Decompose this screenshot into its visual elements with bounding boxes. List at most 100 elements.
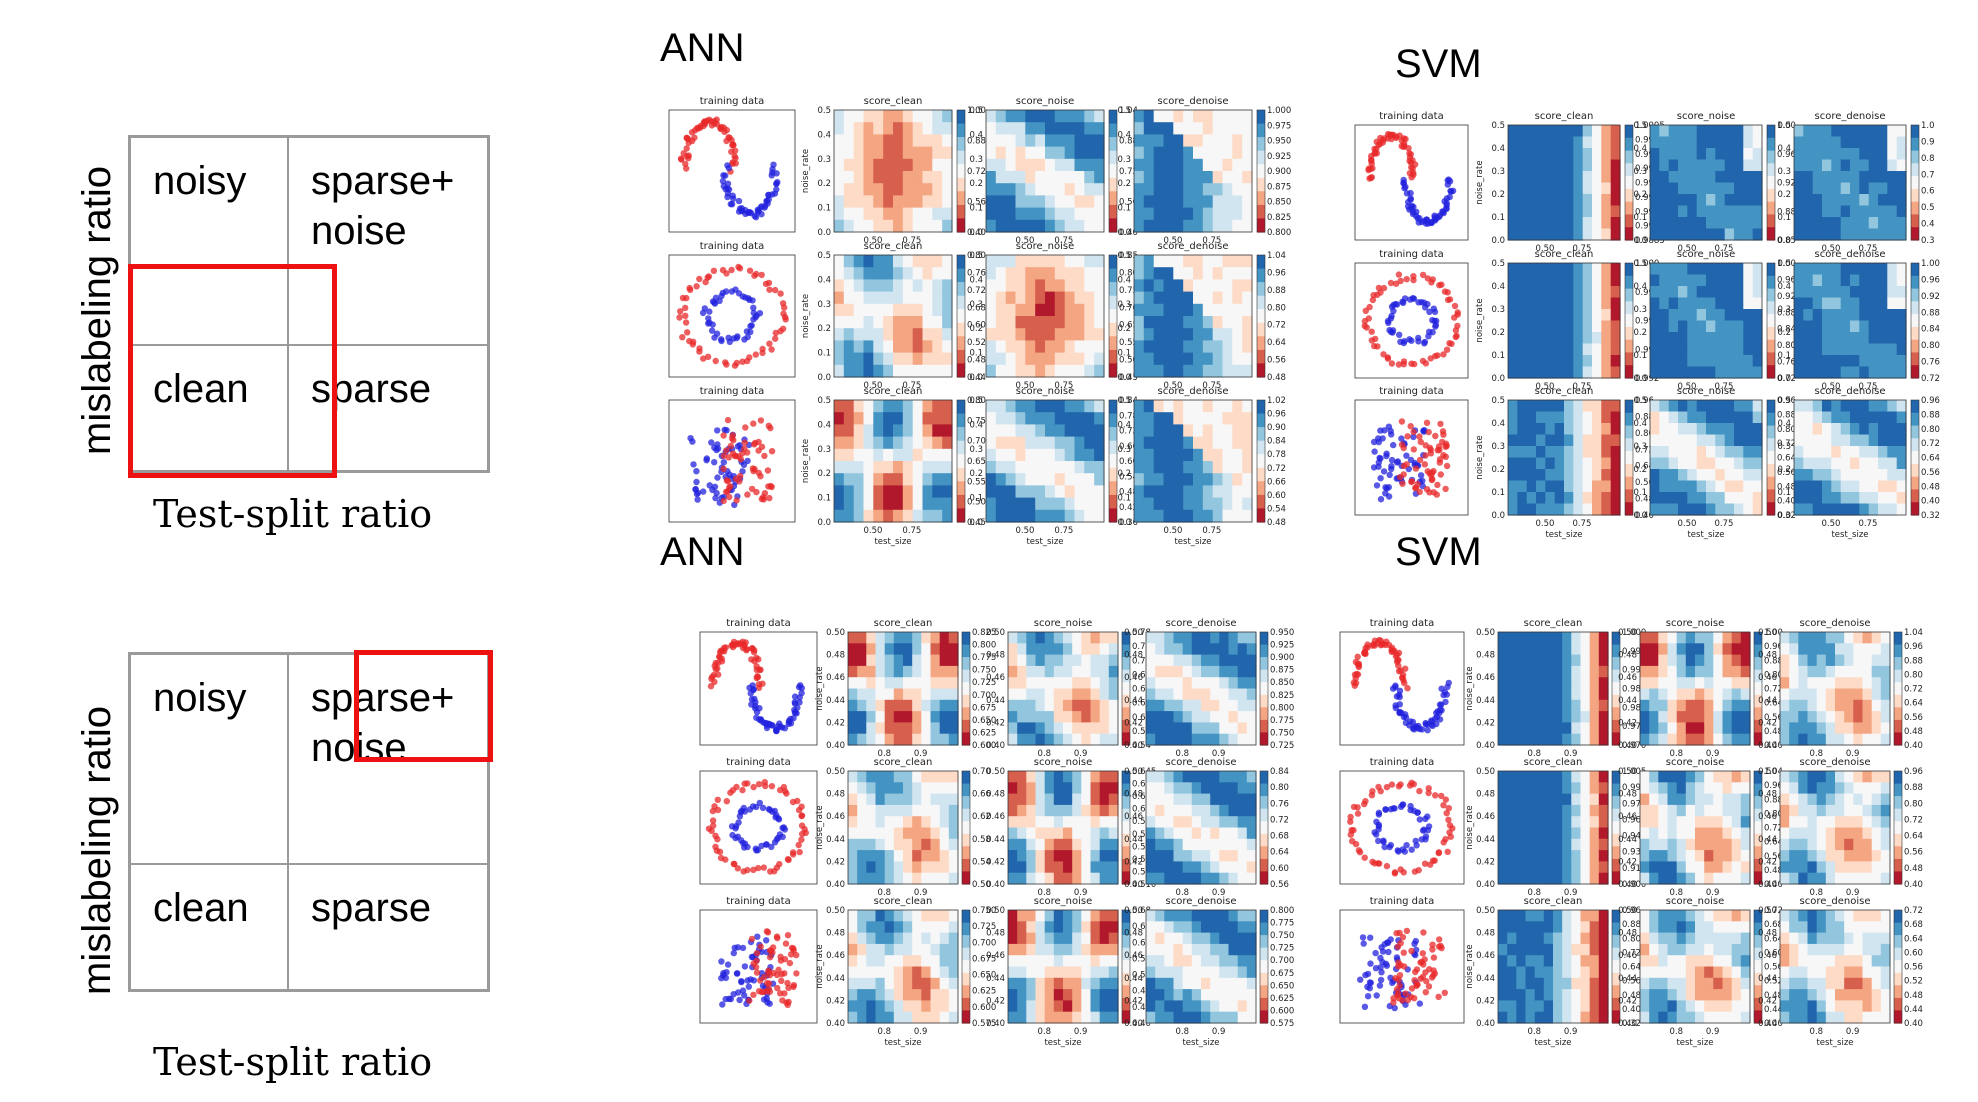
contour-cell — [1064, 110, 1076, 123]
colorbar-tick-label: 0.75 — [1132, 642, 1151, 652]
contour-cell — [1035, 207, 1046, 221]
colorbar-band — [1122, 808, 1130, 822]
contour-cell — [1706, 194, 1716, 207]
contour-cell — [912, 816, 922, 829]
contour-cell — [1573, 263, 1584, 276]
contour-cell — [1601, 228, 1612, 241]
contour-cell — [834, 219, 845, 233]
contour-cell — [1153, 183, 1165, 196]
contour-cell — [1803, 309, 1814, 322]
contour-cell — [873, 316, 884, 329]
scatter-point-blue — [725, 334, 732, 341]
contour-cell — [902, 448, 914, 462]
contour-cell — [1610, 480, 1621, 493]
contour-cell — [1134, 303, 1145, 317]
scatter-point-red — [784, 979, 791, 987]
contour-cell — [1099, 782, 1110, 795]
contour-cell — [995, 134, 1007, 148]
contour-cell — [942, 364, 953, 378]
contour-cell — [1212, 146, 1224, 160]
contour-cell — [1232, 171, 1243, 184]
contour-cell — [873, 171, 884, 184]
scatter-point-red — [722, 359, 729, 366]
contour-cell — [1840, 274, 1851, 287]
contour-cell — [1803, 182, 1814, 195]
contour-cell — [1582, 182, 1593, 195]
contour-cell — [1146, 771, 1156, 783]
contour-cell — [1887, 457, 1898, 470]
contour-cell — [1803, 286, 1814, 299]
contour-cell — [1222, 473, 1233, 486]
contour-cell — [1108, 816, 1119, 829]
contour-cell — [1554, 286, 1565, 299]
contour-cell — [930, 943, 941, 956]
contour-cell — [1108, 632, 1119, 644]
colorbar-frame — [961, 770, 971, 885]
contour-cell — [1554, 228, 1565, 241]
y-tick-label: 0.5 — [817, 396, 831, 406]
contour-cell — [853, 219, 865, 233]
colorbar-tick-label: 0.68 — [967, 303, 986, 313]
contour-cell — [986, 497, 997, 511]
colorbar-frame — [956, 254, 966, 378]
contour-cell — [1794, 480, 1804, 493]
contour-cell — [873, 291, 884, 305]
contour-cell — [1074, 400, 1085, 413]
scatter-point-blue — [729, 831, 736, 839]
panel-title-noise: score_noise — [1677, 386, 1735, 397]
contour-cell — [1090, 921, 1101, 934]
contour-cell — [1015, 352, 1026, 366]
colorbar-tick-label: 0.36 — [1119, 518, 1138, 528]
scatter-point-red — [709, 807, 717, 815]
contour-cell — [1650, 148, 1660, 161]
scatter-point-red — [1443, 462, 1451, 470]
contour-cell — [902, 424, 914, 438]
contour-cell — [1017, 677, 1027, 690]
contour-cell — [873, 195, 884, 209]
axes-frame — [847, 909, 959, 1024]
colorbar-tick-label: 0.72 — [1267, 464, 1286, 474]
contour-cell — [866, 989, 877, 1001]
contour-cell — [875, 955, 886, 968]
contour-cell — [1878, 343, 1888, 356]
contour-cell — [986, 219, 997, 233]
contour-cell — [1153, 171, 1165, 184]
scatter-point-red — [773, 933, 781, 940]
contour-cell — [1053, 688, 1064, 701]
colorbar-tick-label: 0.700 — [972, 938, 996, 948]
colorbar-frame — [1766, 262, 1776, 379]
contour-cell — [1025, 497, 1036, 511]
contour-cell — [1242, 473, 1253, 486]
contour-cell — [1237, 677, 1248, 690]
contour-cell — [1153, 291, 1165, 305]
axes-frame — [1007, 770, 1119, 885]
axes-frame — [847, 770, 959, 885]
contour-cell — [1081, 722, 1092, 735]
contour-cell — [1536, 263, 1546, 276]
colorbar-band — [1109, 282, 1117, 297]
y-tick-label: 0.1 — [817, 494, 831, 504]
colorbar: 1.020.960.900.840.780.720.660.600.540.48 — [1256, 396, 1286, 528]
colorbar-band — [957, 150, 965, 165]
contour-cell — [1015, 328, 1026, 341]
contour-cell — [1005, 436, 1017, 450]
colorbar-tick-label: 1.00 — [967, 106, 986, 116]
contour-cell — [1564, 228, 1574, 241]
contour-cell — [1017, 966, 1027, 979]
scatter-point-blue — [750, 309, 757, 317]
contour-cell — [1812, 228, 1823, 241]
contour-cell — [1222, 424, 1233, 438]
contour-cell — [948, 850, 959, 862]
scatter-point-red — [1416, 433, 1423, 440]
contour-cell — [1734, 400, 1744, 413]
colorbar-tick-label: 0.40 — [1119, 228, 1138, 238]
y-tick-label: 0.3 — [817, 300, 831, 310]
scatter-point-blue — [734, 970, 741, 977]
contour-cell — [1164, 771, 1175, 783]
contour-cell — [1094, 497, 1105, 511]
scatter-point-red — [763, 988, 771, 995]
contour-cell — [1803, 457, 1814, 470]
contour-cell — [1734, 286, 1744, 299]
contour-cell — [1202, 328, 1214, 341]
contour-cell — [1554, 492, 1565, 505]
